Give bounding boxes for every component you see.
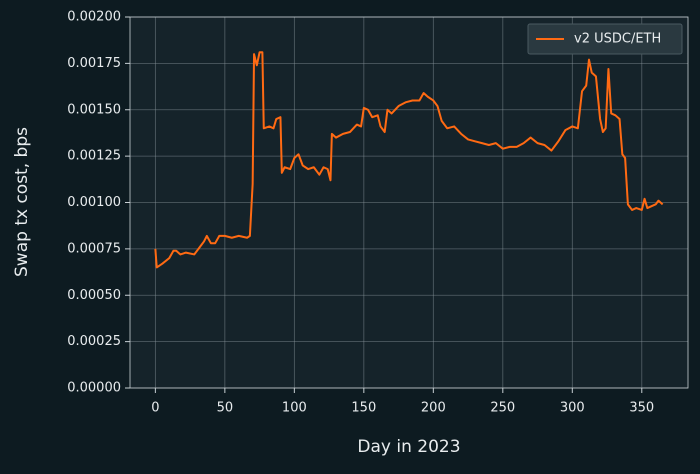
y-tick-label: 0.00050 [67,288,121,303]
x-axis-label: Day in 2023 [357,437,460,457]
x-tick-label: 150 [351,401,376,416]
y-tick-label: 0.00125 [67,149,121,164]
x-tick-label: 350 [629,401,654,416]
y-axis-label: Swap tx cost, bps [12,127,32,277]
x-tick-label: 50 [217,401,234,416]
y-tick-label: 0.00100 [67,195,121,210]
x-tick-label: 0 [151,401,159,416]
x-tick-label: 200 [421,401,446,416]
y-tick-label: 0.00150 [67,102,121,117]
y-tick-label: 0.00175 [67,56,121,71]
x-tick-label: 250 [490,401,515,416]
x-tick-label: 100 [282,401,307,416]
legend: v2 USDC/ETH [527,23,683,55]
data-line [154,51,664,269]
y-tick-label: 0.00075 [67,241,121,256]
y-tick-label: 0.00025 [67,334,121,349]
y-tick-label: 0.00000 [67,381,121,396]
x-tick-label: 300 [560,401,585,416]
legend-label: v2 USDC/ETH [574,32,661,47]
legend-box [527,23,683,55]
y-tick-label: 0.00200 [67,10,121,25]
plot-frame [129,16,689,389]
